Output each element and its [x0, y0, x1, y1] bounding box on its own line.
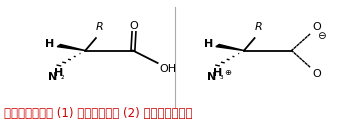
Text: H: H	[204, 39, 213, 49]
Text: ⊕: ⊕	[224, 68, 231, 77]
Text: O: O	[313, 22, 321, 32]
Text: H: H	[213, 68, 222, 78]
Text: ⊖: ⊖	[317, 31, 326, 41]
Text: H: H	[45, 39, 55, 49]
Polygon shape	[57, 44, 85, 51]
Text: N: N	[48, 72, 57, 82]
Text: O: O	[130, 21, 138, 31]
Text: N: N	[206, 72, 216, 82]
Text: R: R	[96, 22, 103, 32]
Text: ₂: ₂	[61, 72, 64, 81]
Polygon shape	[216, 44, 244, 51]
Text: O: O	[313, 69, 321, 79]
Text: ₃: ₃	[219, 72, 223, 81]
Text: 一种氨基酸，其 (1) 未电离形式和 (2) 两性离子形式。: 一种氨基酸，其 (1) 未电离形式和 (2) 两性离子形式。	[4, 107, 193, 120]
Text: R: R	[254, 22, 262, 32]
Text: OH: OH	[159, 64, 177, 74]
Text: H: H	[54, 68, 63, 78]
